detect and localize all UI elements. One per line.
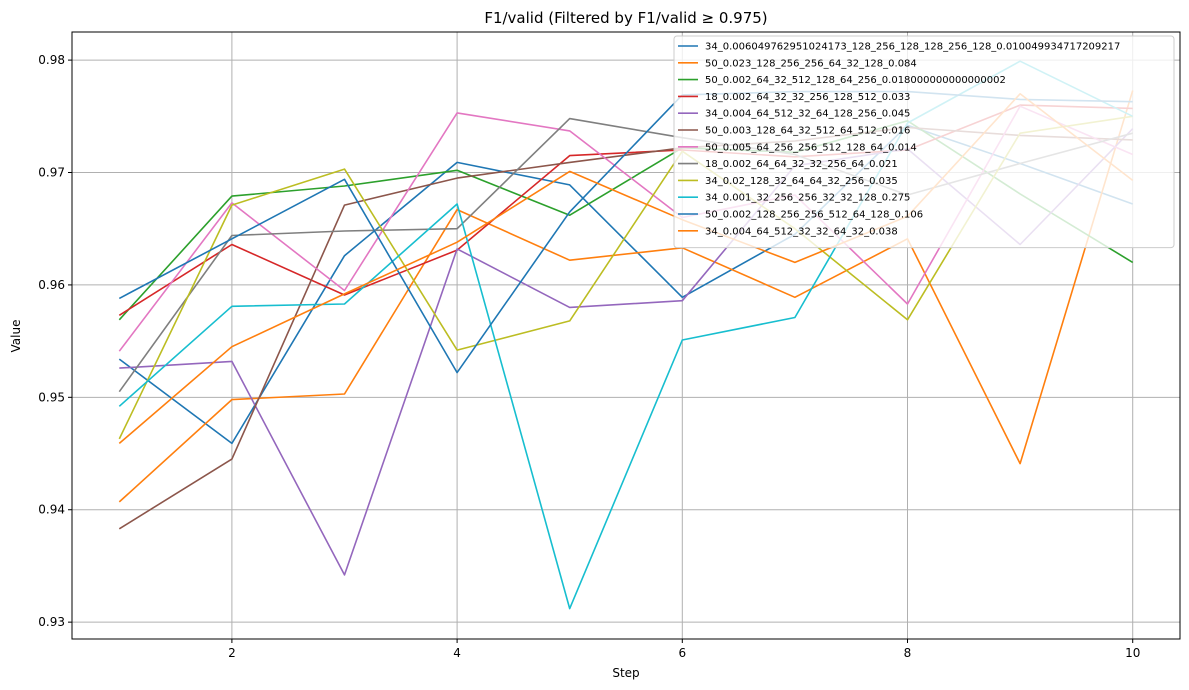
x-axis-label: Step — [612, 666, 639, 680]
legend-entry: 50_0.003_128_64_32_512_64_512_0.016 — [705, 126, 910, 137]
y-tick-label: 0.94 — [38, 503, 65, 517]
x-tick-label: 8 — [904, 646, 912, 660]
legend-entry: 18_0.002_64_64_32_32_256_64_0.021 — [705, 159, 898, 170]
legend-entry: 34_0.001_32_256_256_32_32_128_0.275 — [705, 193, 910, 204]
y-axis: 0.93 0.94 0.95 0.96 0.97 0.98 — [38, 53, 72, 629]
legend-entry: 34_0.004_64_512_32_64_128_256_0.045 — [705, 109, 910, 120]
x-tick-label: 6 — [678, 646, 686, 660]
y-tick-label: 0.96 — [38, 278, 65, 292]
legend-entry: 50_0.023_128_256_256_64_32_128_0.084 — [705, 58, 917, 69]
y-tick-label: 0.95 — [38, 390, 65, 404]
legend-entry: 34_0.02_128_32_64_64_32_256_0.035 — [705, 176, 898, 187]
series-line-2 — [118, 90, 1134, 503]
legend-box — [673, 35, 1175, 249]
legend-entry: 50_0.005_64_256_256_512_128_64_0.014 — [705, 142, 917, 153]
y-tick-label: 0.93 — [38, 615, 65, 629]
plot-frame — [71, 31, 1181, 640]
legend-entry: 50_0.002_64_32_512_128_64_256_0.01800000… — [705, 75, 1006, 86]
x-tick-label: 2 — [228, 646, 236, 660]
y-axis-label: Value — [9, 320, 23, 353]
chart-title: F1/valid (Filtered by F1/valid ≥ 0.975) — [484, 9, 767, 27]
x-tick-label: 4 — [453, 646, 461, 660]
legend: 34_0.006049762951024173_128_256_128_128_… — [673, 35, 1175, 249]
legend-entry: 18_0.002_64_32_32_256_128_512_0.033 — [705, 92, 910, 103]
x-tick-label: 10 — [1125, 646, 1140, 660]
legend-entry: 50_0.002_128_256_256_512_64_128_0.106 — [705, 210, 923, 221]
y-tick-label: 0.98 — [38, 53, 65, 67]
legend-entry: 34_0.006049762951024173_128_256_128_128_… — [705, 42, 1120, 53]
y-tick-label: 0.97 — [38, 166, 65, 180]
x-axis: 2 4 6 8 10 — [228, 639, 1140, 660]
legend-entry: 34_0.004_64_512_32_32_64_32_0.038 — [705, 226, 898, 237]
